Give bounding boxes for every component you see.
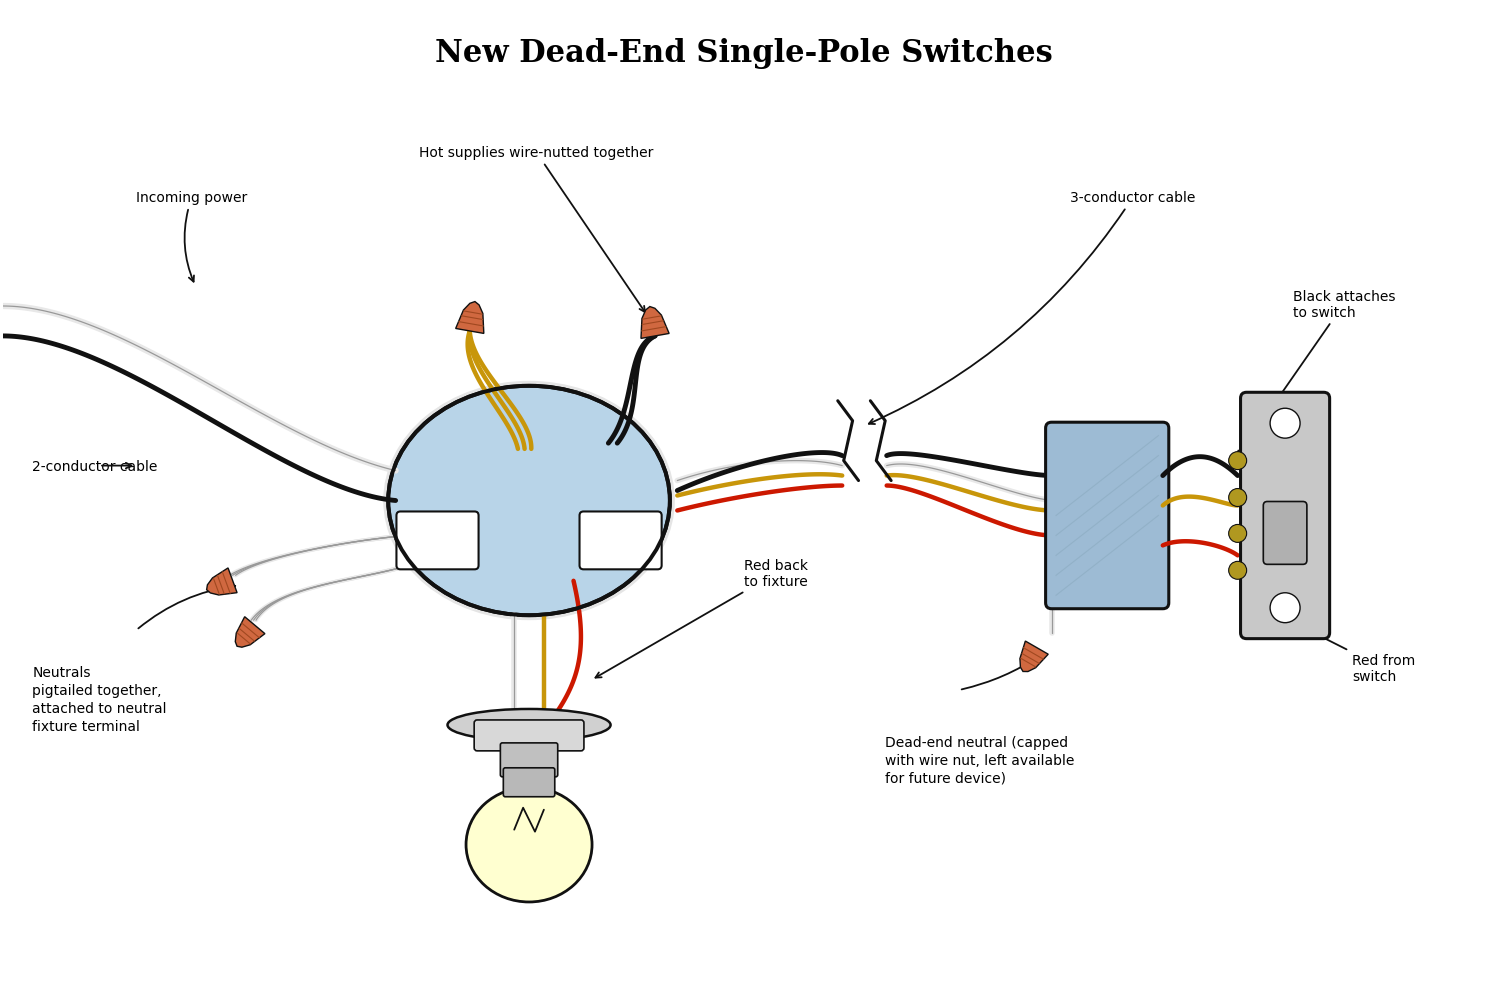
Ellipse shape	[388, 387, 670, 615]
Text: Incoming power: Incoming power	[137, 191, 247, 283]
Ellipse shape	[384, 382, 676, 620]
Circle shape	[1271, 593, 1301, 623]
Polygon shape	[641, 308, 670, 339]
Text: Hot supplies wire-nutted together: Hot supplies wire-nutted together	[420, 146, 653, 313]
FancyBboxPatch shape	[1263, 502, 1306, 565]
Circle shape	[1229, 452, 1247, 470]
Circle shape	[1271, 409, 1301, 439]
Text: New Dead-End Single-Pole Switches: New Dead-End Single-Pole Switches	[434, 38, 1054, 68]
Ellipse shape	[448, 709, 610, 741]
Polygon shape	[1019, 641, 1048, 672]
FancyBboxPatch shape	[1046, 423, 1168, 609]
FancyBboxPatch shape	[500, 743, 558, 777]
FancyBboxPatch shape	[1241, 393, 1330, 639]
Text: Dead-end neutral (capped
with wire nut, left available
for future device): Dead-end neutral (capped with wire nut, …	[885, 735, 1074, 785]
Text: 3-conductor cable: 3-conductor cable	[869, 191, 1195, 425]
Text: Black attaches
to switch: Black attaches to switch	[1238, 290, 1396, 457]
Polygon shape	[455, 303, 484, 334]
FancyBboxPatch shape	[503, 769, 555, 797]
FancyBboxPatch shape	[579, 512, 662, 570]
Polygon shape	[207, 568, 237, 595]
Circle shape	[1229, 525, 1247, 543]
Circle shape	[1229, 489, 1247, 507]
FancyBboxPatch shape	[475, 720, 583, 752]
Text: Red from
switch: Red from switch	[1244, 598, 1415, 683]
Text: Red back
to fixture: Red back to fixture	[595, 558, 808, 678]
Ellipse shape	[466, 788, 592, 902]
FancyBboxPatch shape	[396, 512, 479, 570]
Circle shape	[1229, 562, 1247, 580]
Text: 2-conductor cable: 2-conductor cable	[33, 459, 158, 473]
Text: Neutrals
pigtailed together,
attached to neutral
fixture terminal: Neutrals pigtailed together, attached to…	[33, 665, 167, 732]
Polygon shape	[235, 617, 265, 647]
